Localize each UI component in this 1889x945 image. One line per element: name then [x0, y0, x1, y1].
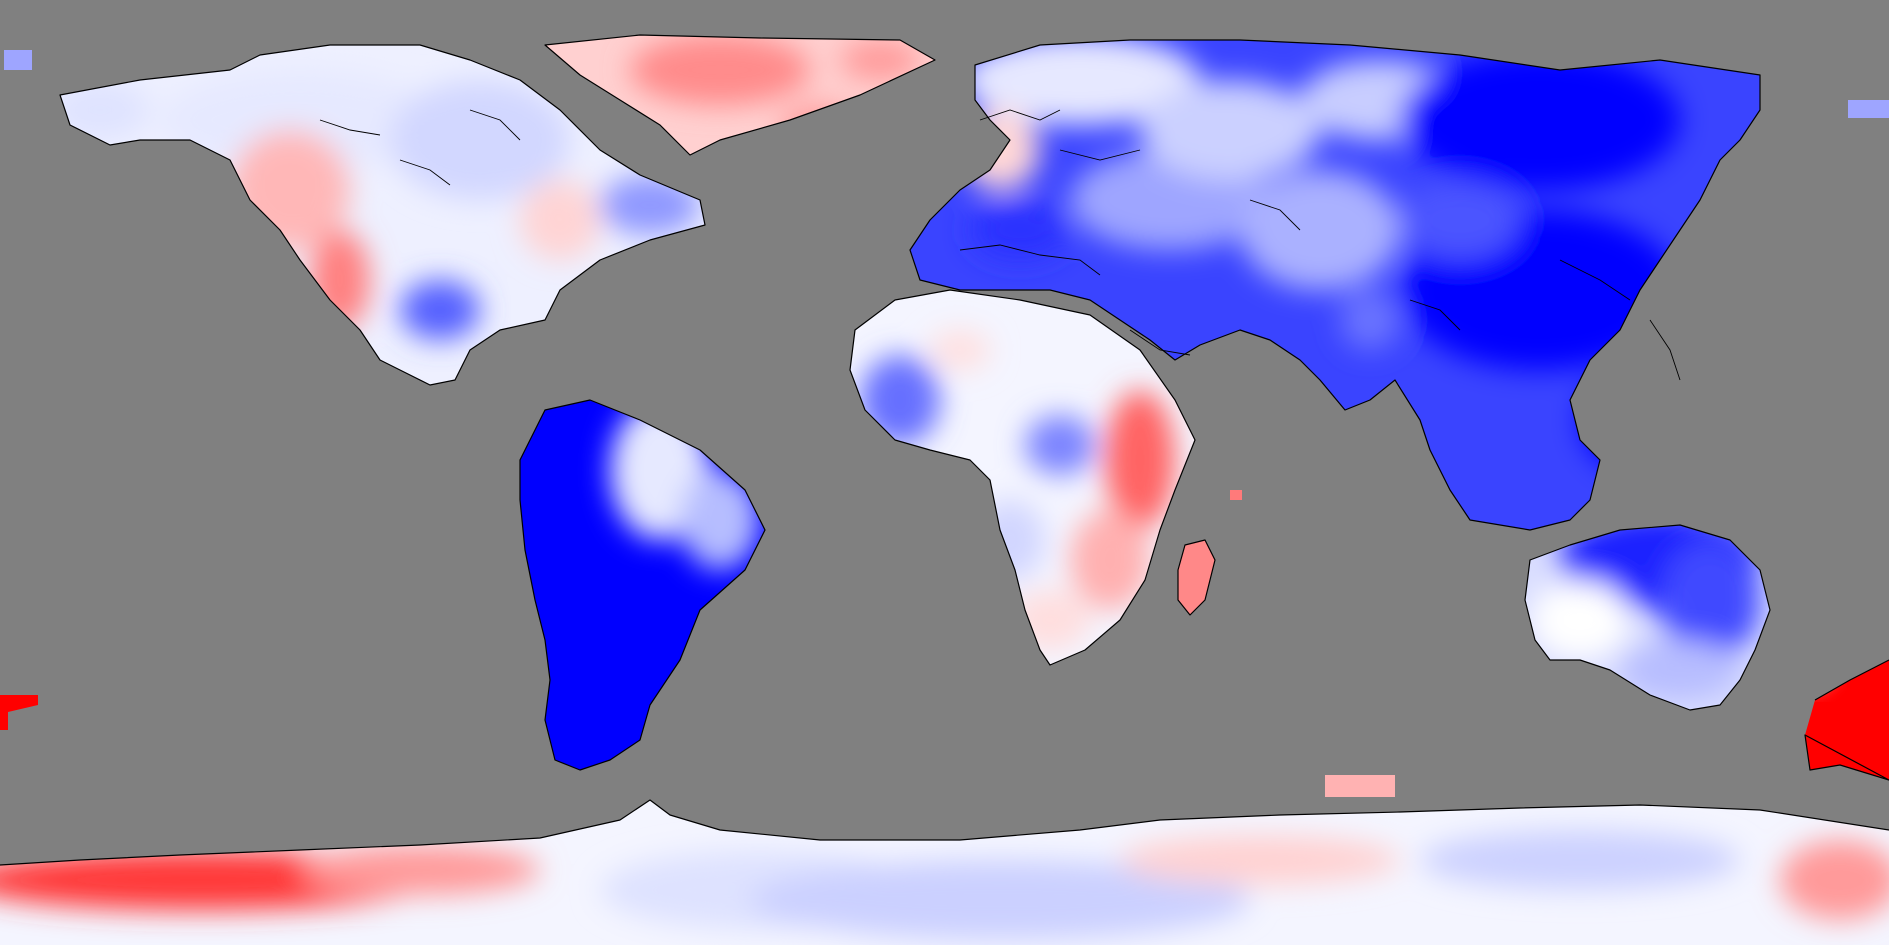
- australia-field: [1525, 525, 1770, 710]
- far-east-blue-patch: [1848, 100, 1889, 118]
- coastlines: [0, 34, 1889, 866]
- island-red-patch: [1230, 490, 1242, 500]
- alaska-edge-blue-patch: [4, 50, 32, 70]
- subantarctic-red-patch: [1325, 775, 1395, 797]
